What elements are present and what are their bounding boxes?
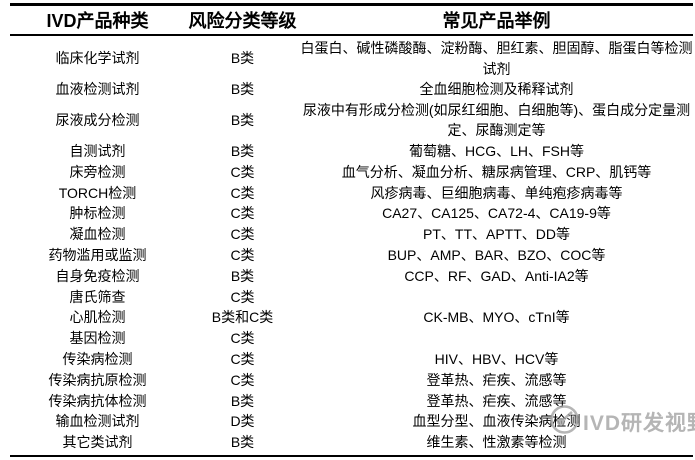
table-row: 传染病抗原检测 C类 登革热、疟疾、流感等 <box>10 370 693 391</box>
table-row: TORCH检测 C类 风疹病毒、巨细胞病毒、单纯疱疹病毒等 <box>10 182 693 203</box>
risk-level-cell: C类 <box>230 288 255 305</box>
category-cell: 血液检测试剂 <box>55 81 140 98</box>
ivd-classification-table: IVD产品种类 风险分类等级 常见产品举例 临床化学试剂 B类 白蛋白、碱性磷酸… <box>10 3 693 457</box>
risk-level-cell: B类 <box>230 112 255 129</box>
category-cell: 输血检测试剂 <box>55 413 140 430</box>
risk-level-cell: B类 <box>230 81 255 98</box>
category-cell: 传染病抗体检测 <box>48 392 147 409</box>
examples-cell: CK-MB、MYO、cTnI等 <box>423 309 570 326</box>
category-cell: TORCH检测 <box>58 184 137 201</box>
table-row: 肿标检测 C类 CA27、CA125、CA72-4、CA19-9等 <box>10 203 693 224</box>
risk-level-cell: C类 <box>230 205 255 222</box>
table-row: 心肌检测 B类和C类 CK-MB、MYO、cTnI等 <box>10 307 693 328</box>
table-row: 自测试剂 B类 葡萄糖、HCG、LH、FSH等 <box>10 141 693 162</box>
category-cell: 肿标检测 <box>69 205 126 222</box>
table-body: 临床化学试剂 B类 白蛋白、碱性磷酸酶、淀粉酶、胆红素、胆固醇、脂蛋白等检测试剂… <box>10 36 693 457</box>
risk-level-cell: C类 <box>230 163 255 180</box>
category-cell: 基因检测 <box>69 330 126 347</box>
category-cell: 尿液成分检测 <box>55 112 140 129</box>
category-cell: 临床化学试剂 <box>55 50 140 67</box>
header-risk-level: 风险分类等级 <box>188 11 297 31</box>
examples-cell: CA27、CA125、CA72-4、CA19-9等 <box>382 205 611 222</box>
risk-level-cell: B类 <box>230 50 255 67</box>
table-row: 药物滥用或监测 C类 BUP、AMP、BAR、BZO、COC等 <box>10 245 693 266</box>
examples-cell: 维生素、性激素等检测 <box>426 434 567 451</box>
examples-cell: CCP、RF、GAD、Anti-IA2等 <box>404 267 589 284</box>
risk-level-cell: B类 <box>230 142 255 159</box>
category-cell: 自测试剂 <box>69 142 126 159</box>
category-cell: 传染病抗原检测 <box>48 371 147 388</box>
examples-cell: 登革热、疟疾、流感等 <box>426 392 567 409</box>
table-header-row: IVD产品种类 风险分类等级 常见产品举例 <box>10 3 693 36</box>
table-row: 临床化学试剂 B类 白蛋白、碱性磷酸酶、淀粉酶、胆红素、胆固醇、脂蛋白等检测试剂 <box>10 38 693 79</box>
category-cell: 心肌检测 <box>69 309 126 326</box>
examples-cell: 白蛋白、碱性磷酸酶、淀粉酶、胆红素、胆固醇、脂蛋白等检测试剂 <box>300 40 693 77</box>
table-row: 自身免疫检测 B类 CCP、RF、GAD、Anti-IA2等 <box>10 266 693 287</box>
table-row: 其它类试剂 B类 维生素、性激素等检测 <box>10 432 693 453</box>
table-row: 唐氏筛查 C类 <box>10 286 693 307</box>
table-row: 基因检测 C类 <box>10 328 693 349</box>
table-row: 传染病检测 C类 HIV、HBV、HCV等 <box>10 349 693 370</box>
risk-level-cell: D类 <box>230 413 255 430</box>
examples-cell: HIV、HBV、HCV等 <box>434 350 559 367</box>
examples-cell: 血型分型、血液传染病检测 <box>412 413 581 430</box>
risk-level-cell: C类 <box>230 371 255 388</box>
table-row: 传染病抗体检测 B类 登革热、疟疾、流感等 <box>10 390 693 411</box>
risk-level-cell: C类 <box>230 246 255 263</box>
risk-level-cell: B类 <box>230 434 255 451</box>
category-cell: 凝血检测 <box>69 226 126 243</box>
header-common-examples: 常见产品举例 <box>442 11 551 31</box>
risk-level-cell: C类 <box>230 330 255 347</box>
header-product-category: IVD产品种类 <box>46 11 149 31</box>
table-row: 血液检测试剂 B类 全血细胞检测及稀释试剂 <box>10 79 693 100</box>
table-row: 床旁检测 C类 血气分析、凝血分析、糖尿病管理、CRP、肌钙等 <box>10 162 693 183</box>
examples-cell: 风疹病毒、巨细胞病毒、单纯疱疹病毒等 <box>370 184 623 201</box>
risk-level-cell: C类 <box>230 184 255 201</box>
risk-level-cell: B类和C类 <box>211 309 274 326</box>
examples-cell: BUP、AMP、BAR、BZO、COC等 <box>387 246 606 263</box>
category-cell: 传染病检测 <box>62 350 133 367</box>
table-row: 输血检测试剂 D类 血型分型、血液传染病检测 <box>10 411 693 432</box>
risk-level-cell: C类 <box>230 350 255 367</box>
examples-cell: 登革热、疟疾、流感等 <box>426 371 567 388</box>
risk-level-cell: B类 <box>230 267 255 284</box>
category-cell: 药物滥用或监测 <box>48 246 147 263</box>
risk-level-cell: C类 <box>230 226 255 243</box>
examples-cell: 尿液中有形成分检测(如尿红细胞、白细胞等)、蛋白成分定量测定、尿酶测定等 <box>302 101 691 139</box>
examples-cell: 全血细胞检测及稀释试剂 <box>419 81 574 98</box>
table-row: 尿液成分检测 B类 尿液中有形成分检测(如尿红细胞、白细胞等)、蛋白成分定量测定… <box>10 100 693 141</box>
category-cell: 自身免疫检测 <box>55 267 140 284</box>
examples-cell: 葡萄糖、HCG、LH、FSH等 <box>408 142 584 159</box>
examples-cell: PT、TT、APTT、DD等 <box>423 226 570 243</box>
category-cell: 其它类试剂 <box>62 434 133 451</box>
risk-level-cell: B类 <box>230 392 255 409</box>
table-row: 凝血检测 C类 PT、TT、APTT、DD等 <box>10 224 693 245</box>
category-cell: 床旁检测 <box>69 163 126 180</box>
examples-cell: 血气分析、凝血分析、糖尿病管理、CRP、肌钙等 <box>341 163 652 180</box>
category-cell: 唐氏筛查 <box>69 288 126 305</box>
